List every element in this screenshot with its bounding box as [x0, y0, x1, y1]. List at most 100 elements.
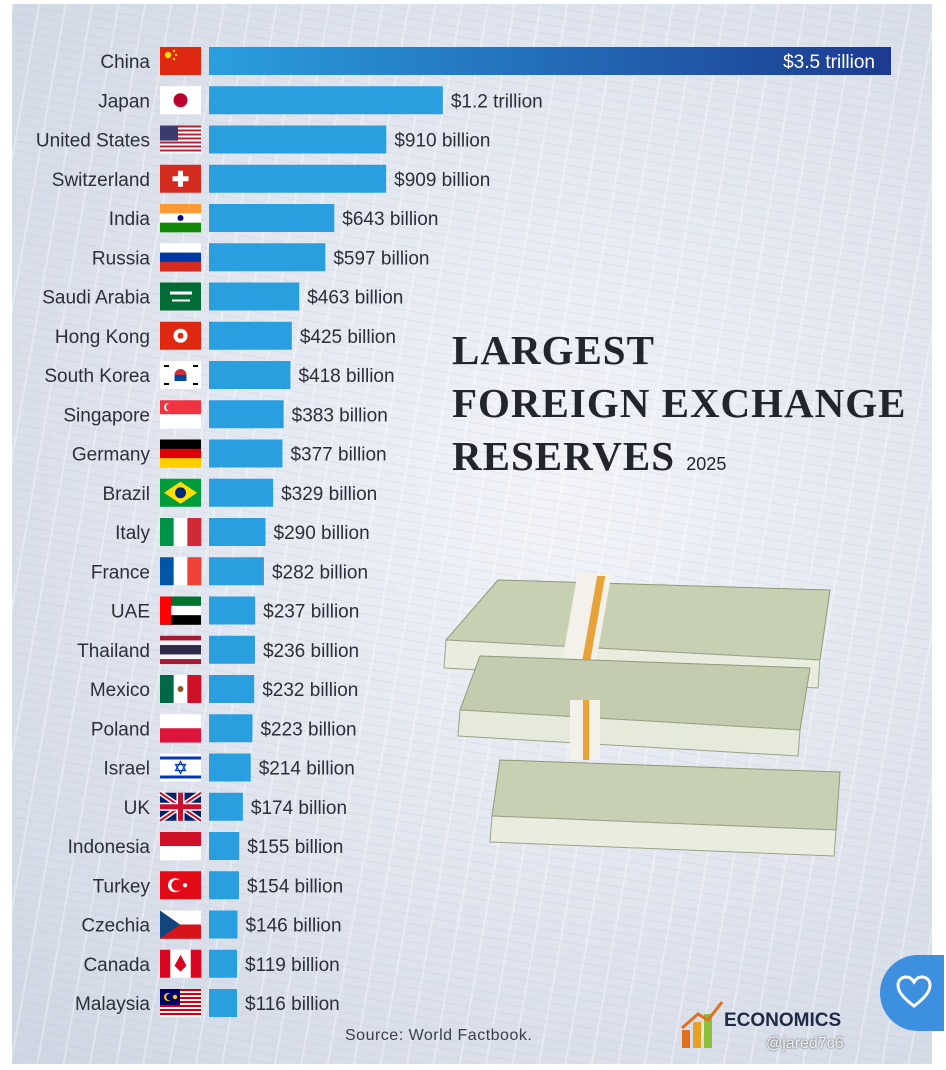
- category-label: Brazil: [102, 484, 150, 505]
- bar-row: Poland $223 billion: [91, 714, 357, 743]
- category-label: Hong Kong: [55, 327, 150, 348]
- data-label: $425 billion: [300, 327, 396, 348]
- bar: [209, 949, 237, 978]
- bar-row: Japan $1.2 trillion: [98, 86, 543, 115]
- bar-row: UK $174 billion: [124, 790, 347, 823]
- bar-row: Saudi Arabia $463 billion: [42, 282, 403, 311]
- bar-row: Israel $214 billion: [104, 753, 355, 782]
- bar-row: France $282 billion: [91, 557, 368, 586]
- bar: [209, 871, 240, 900]
- category-label: South Korea: [44, 366, 150, 387]
- flag-czechia-icon: [160, 910, 201, 939]
- bar: [209, 204, 335, 232]
- bar-row: Switzerland $909 billion: [52, 164, 490, 193]
- bar: [209, 557, 264, 586]
- category-label: Thailand: [77, 641, 150, 662]
- bar-row: Hong Kong $425 billion: [55, 321, 396, 350]
- bar: [209, 792, 243, 821]
- flag-hong-kong-icon: [160, 321, 201, 350]
- bar: [209, 282, 300, 311]
- bar: [209, 400, 284, 429]
- bar: [209, 478, 274, 507]
- category-label: Switzerland: [52, 170, 150, 191]
- bar-row: Brazil $329 billion: [102, 478, 377, 507]
- category-label: United States: [36, 131, 150, 152]
- data-label: $146 billion: [245, 916, 341, 937]
- bar: [209, 832, 240, 860]
- flag-uae-icon: [160, 596, 201, 625]
- flag-israel-icon: [160, 753, 201, 782]
- bar-row: Turkey $154 billion: [93, 871, 343, 900]
- category-label: China: [100, 52, 150, 73]
- bar: [209, 321, 292, 350]
- category-label: Japan: [98, 91, 150, 112]
- money-stacks-illustration: [443, 574, 841, 857]
- data-label: $232 billion: [262, 680, 358, 701]
- bar: [209, 714, 253, 743]
- title-line-3: RESERVES: [452, 433, 676, 479]
- category-label: Malaysia: [75, 994, 150, 1015]
- category-label: Canada: [83, 955, 150, 976]
- flag-mexico-icon: [160, 675, 202, 703]
- flag-malaysia-icon: [160, 989, 201, 1018]
- category-label: Russia: [92, 248, 151, 269]
- flag-turkey-icon: [160, 871, 201, 900]
- category-label: Poland: [91, 719, 150, 740]
- flag-south-korea-icon: [160, 361, 201, 389]
- data-label: $3.5 trillion: [783, 52, 875, 73]
- category-label: India: [109, 209, 151, 230]
- category-label: Mexico: [90, 680, 150, 701]
- flag-china-icon: [160, 47, 201, 75]
- money-stack-3: [489, 700, 841, 857]
- like-button[interactable]: [880, 955, 944, 1031]
- category-label: UAE: [111, 602, 150, 623]
- category-label: Italy: [115, 523, 150, 544]
- data-label: $329 billion: [281, 484, 377, 505]
- flag-uk-icon: [158, 790, 203, 823]
- flag-france-icon: [160, 557, 202, 586]
- bar-row: Germany $377 billion: [72, 439, 387, 468]
- title-line-2: FOREIGN EXCHANGE: [452, 380, 907, 426]
- bar: [209, 596, 256, 625]
- bar-row: Thailand $236 billion: [77, 635, 359, 665]
- bar-row: South Korea $418 billion: [44, 361, 395, 389]
- watermark: @jared7c6: [766, 1035, 844, 1052]
- flag-india-icon: [160, 204, 201, 233]
- bar: [209, 125, 387, 154]
- category-label: Germany: [72, 445, 151, 466]
- bar: [209, 518, 266, 546]
- bar: [209, 164, 387, 193]
- data-label: $154 billion: [247, 876, 343, 897]
- category-label: Czechia: [81, 916, 150, 937]
- heart-icon: [896, 975, 932, 1008]
- title-line-1: LARGEST: [452, 327, 655, 373]
- bar-row: Italy $290 billion: [115, 518, 370, 546]
- bar: [209, 361, 291, 389]
- flag-switzerland-icon: [160, 164, 201, 193]
- flag-brazil-icon: [160, 478, 201, 507]
- flag-saudi-arabia-icon: [160, 282, 201, 311]
- data-label: $236 billion: [263, 641, 359, 662]
- chart-title: LARGEST FOREIGN EXCHANGE RESERVES 2025: [452, 324, 907, 491]
- category-label: Saudi Arabia: [42, 288, 150, 309]
- bar-row: India $643 billion: [109, 204, 438, 233]
- flag-united-states-icon: [160, 125, 201, 154]
- bar-row: United States $910 billion: [36, 125, 490, 154]
- bar: [209, 910, 238, 939]
- source-note: Source: World Factbook.: [345, 1027, 533, 1044]
- category-label: Singapore: [63, 405, 150, 426]
- category-label: Israel: [104, 759, 150, 780]
- data-label: $290 billion: [274, 523, 370, 544]
- bar-row: Russia $597 billion: [92, 243, 429, 272]
- bar-row: Indonesia $155 billion: [68, 832, 343, 861]
- bar: [209, 439, 283, 468]
- flag-singapore-icon: [160, 400, 201, 429]
- flag-canada-icon: [160, 949, 202, 978]
- data-label: $223 billion: [260, 719, 356, 740]
- data-label: $237 billion: [263, 602, 359, 623]
- flag-poland-icon: [160, 714, 201, 743]
- bar-row: Malaysia $116 billion: [75, 989, 340, 1018]
- category-label: Turkey: [93, 876, 151, 897]
- flag-germany-icon: [160, 439, 201, 468]
